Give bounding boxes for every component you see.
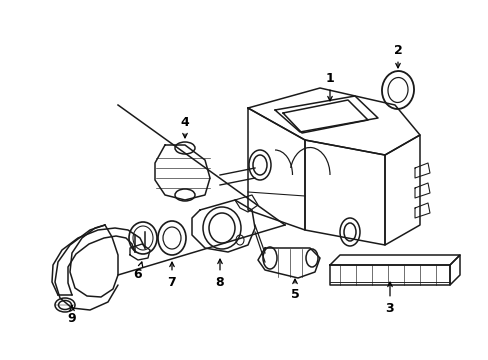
Text: 7: 7 [167, 262, 176, 288]
Text: 9: 9 [67, 306, 76, 324]
Text: 2: 2 [393, 44, 402, 68]
Text: 4: 4 [180, 116, 189, 138]
Text: 1: 1 [325, 72, 334, 101]
Text: 6: 6 [133, 262, 142, 282]
Text: 8: 8 [215, 259, 224, 288]
Text: 5: 5 [290, 279, 299, 302]
Text: 3: 3 [385, 282, 393, 315]
